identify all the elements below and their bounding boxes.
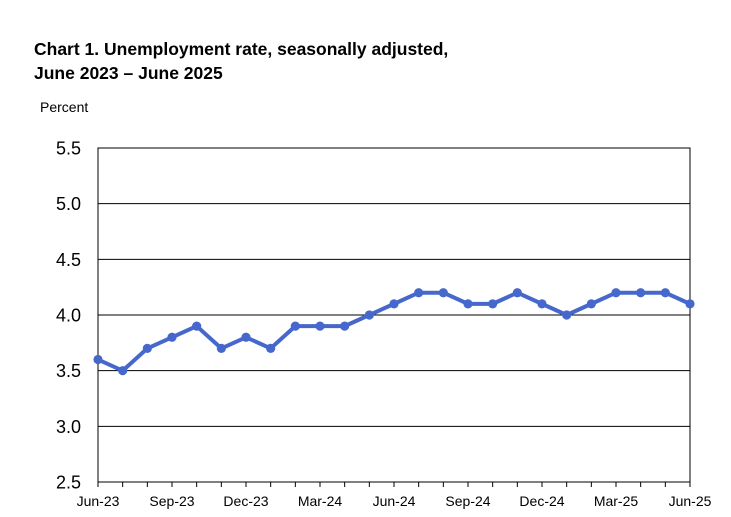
gridlines [98, 147, 690, 483]
x-tick-marks [97, 482, 691, 487]
x-tick-label: Mar-25 [594, 493, 639, 509]
data-point [463, 299, 473, 309]
data-point [438, 288, 448, 298]
y-tick-label: 5.0 [56, 194, 81, 214]
data-point [562, 310, 572, 320]
y-tick-label: 2.5 [56, 473, 81, 493]
x-tick-label: Sep-24 [445, 493, 490, 509]
data-point [290, 321, 300, 331]
chart-title-line-2: June 2023 – June 2025 [34, 63, 223, 83]
y-tick-label: 3.0 [56, 417, 81, 437]
data-point [636, 288, 646, 298]
y-tick-labels: 2.5 3.0 3.5 4.0 4.5 5.0 5.5 [56, 139, 81, 493]
y-tick-label: 3.5 [56, 361, 81, 381]
data-point [266, 343, 276, 353]
x-tick-label: Jun-23 [77, 493, 120, 509]
data-point [389, 299, 399, 309]
data-point [93, 354, 103, 365]
data-point [216, 343, 226, 353]
data-point [488, 299, 498, 309]
x-tick-label: Mar-24 [298, 493, 343, 509]
data-point [660, 288, 670, 298]
data-point [685, 299, 695, 309]
y-tick-label: 5.5 [56, 139, 81, 159]
y-tick-label: 4.5 [56, 250, 81, 270]
y-tick-label: 4.0 [56, 306, 81, 326]
data-point [142, 343, 152, 353]
data-point [611, 288, 621, 298]
data-point [192, 321, 202, 331]
data-point [537, 299, 547, 309]
data-point [586, 299, 596, 309]
y-axis-label: Percent [40, 99, 89, 115]
series-unemployment-rate [93, 288, 695, 376]
data-point [512, 288, 522, 298]
x-tick-label: Jun-25 [669, 493, 712, 509]
x-tick-label: Dec-23 [223, 493, 268, 509]
data-point [118, 366, 128, 376]
x-tick-label: Jun-24 [373, 493, 416, 509]
chart-title-line-1: Chart 1. Unemployment rate, seasonally a… [34, 39, 449, 59]
x-tick-label: Dec-24 [519, 493, 564, 509]
data-point [340, 321, 350, 331]
data-point [364, 310, 374, 320]
data-point [241, 332, 251, 342]
data-point [315, 321, 325, 331]
chart-title: Chart 1. Unemployment rate, seasonally a… [34, 37, 674, 85]
x-tick-labels: Jun-23 Sep-23 Dec-23 Mar-24 Jun-24 Sep-24 Dec-… [77, 493, 712, 509]
x-tick-label: Sep-23 [149, 493, 194, 509]
data-point [414, 288, 424, 298]
data-point [167, 332, 177, 342]
